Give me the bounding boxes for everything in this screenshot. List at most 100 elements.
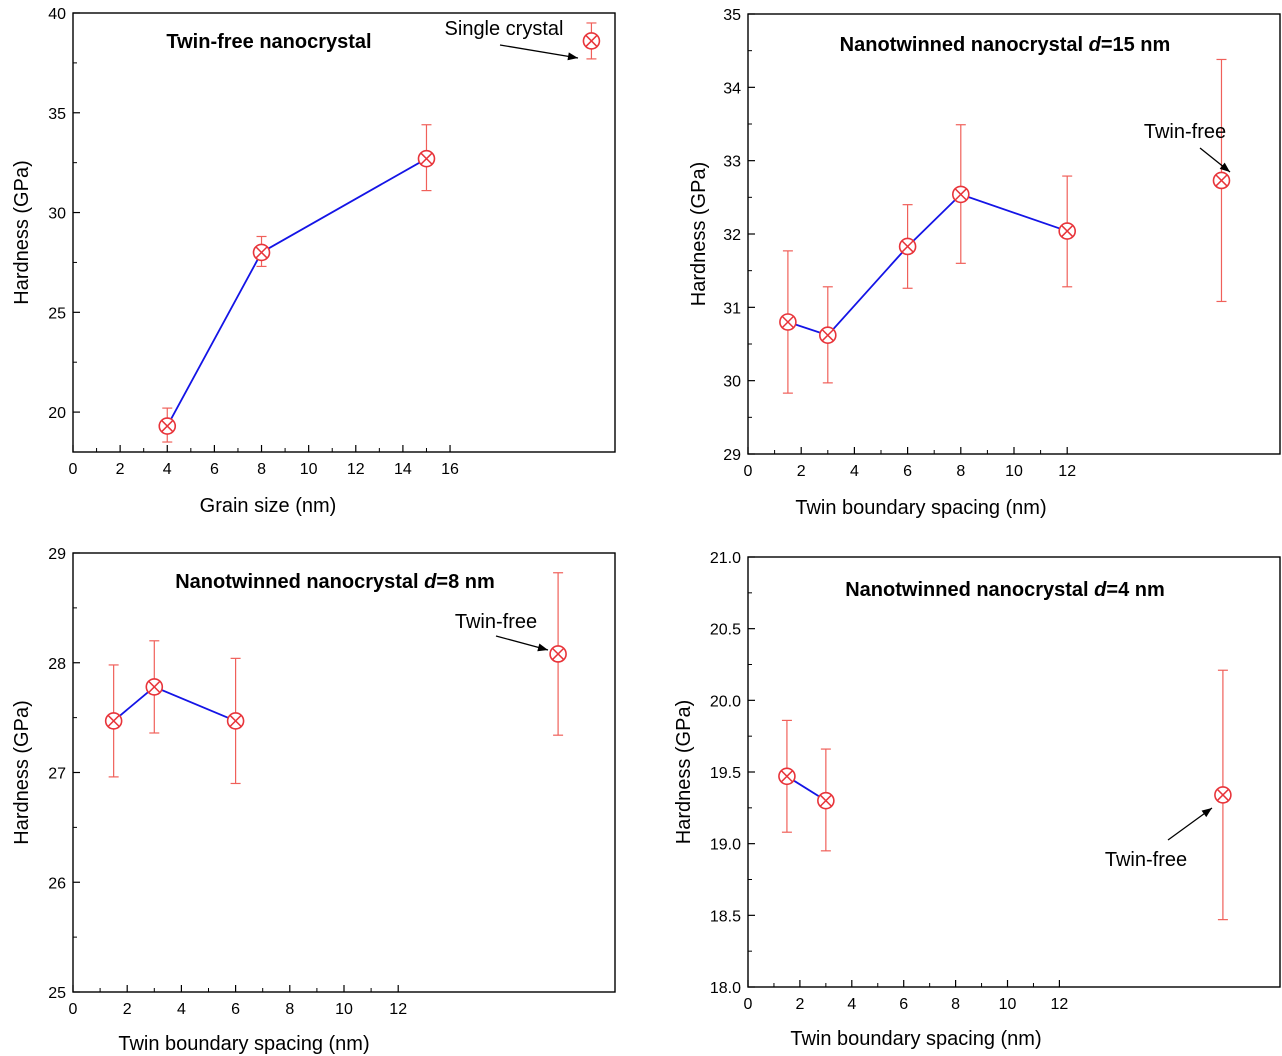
y-tick-label: 25 — [48, 985, 66, 1002]
data-point-cross — [1061, 224, 1074, 238]
plot-frame — [747, 556, 1281, 988]
y-tick-label: 35 — [48, 106, 66, 123]
panel-title-part: Nanotwinned nanocrystal — [840, 34, 1089, 56]
y-tick-label: 30 — [723, 374, 741, 391]
x-tick-label: 4 — [177, 1001, 186, 1018]
series-line — [113, 685, 236, 722]
data-point-cross — [229, 714, 242, 728]
plot-frame — [747, 13, 1281, 455]
y-tick-label: 18.0 — [710, 980, 741, 997]
x-tick-label: 0 — [69, 1001, 78, 1018]
annotation-label: Twin-free — [455, 611, 537, 633]
data-point-cross — [551, 647, 565, 661]
panel-title-part: d — [1094, 579, 1107, 601]
y-tick-label: 26 — [48, 875, 66, 892]
chart-panel-3: 0 2 4 6 8 10 12 25 26 27 28 29 Twin boundary spacing… — [11, 546, 616, 1055]
y-tick-label: 34 — [723, 80, 741, 97]
data-point-cross — [781, 315, 795, 329]
x-tick-label: 8 — [285, 1001, 294, 1018]
y-tick-label: 29 — [723, 447, 741, 464]
annotation-arrow — [499, 44, 579, 59]
y-tick-label: 19.5 — [710, 765, 741, 782]
y-tick-label: 31 — [723, 300, 741, 317]
x-tick-label: 4 — [850, 463, 859, 480]
y-axis-title: Hardness (GPa) — [11, 160, 33, 305]
chart-panel-2: 0 2 4 6 8 10 12 29 30 31 32 33 34 35 Twin boundary spa… — [688, 7, 1281, 519]
y-axis-title: Hardness (GPa) — [11, 700, 33, 845]
annotation-label: Twin-free — [1105, 849, 1187, 871]
x-tick-label: 10 — [999, 996, 1017, 1013]
y-axis-title: Hardness (GPa) — [688, 162, 710, 307]
annotation-arrowhead — [567, 52, 578, 61]
data-point-cross — [954, 188, 967, 201]
panel-title: Nanotwinned nanocrystal d=4 nm — [845, 579, 1165, 601]
x-tick-label: 10 — [1005, 463, 1023, 480]
y-tick-label: 19.0 — [710, 837, 741, 854]
x-tick-label: 14 — [394, 461, 412, 478]
x-tick-label: 6 — [903, 463, 912, 480]
y-tick-label: 33 — [723, 154, 741, 171]
y-tick-label: 25 — [48, 305, 66, 322]
x-tick-label: 12 — [1051, 996, 1069, 1013]
panel-title-part: =8 nm — [436, 571, 494, 593]
x-tick-label: 8 — [951, 996, 960, 1013]
plot-frame — [72, 12, 616, 453]
panel-title: Nanotwinned nanocrystal d=15 nm — [840, 34, 1171, 56]
x-tick-label: 12 — [347, 461, 365, 478]
y-tick-label: 40 — [48, 6, 66, 23]
x-tick-label: 0 — [744, 996, 753, 1013]
y-tick-label: 35 — [723, 7, 741, 24]
series-line — [166, 157, 427, 427]
data-point-cross — [255, 246, 268, 259]
x-tick-label: 8 — [956, 463, 965, 480]
chart-panel-1: 0 2 4 6 8 10 12 14 16 20 25 30 35 40 Grain size (nm) Ha… — [11, 6, 616, 517]
data-point-cross — [1215, 174, 1228, 187]
y-tick-label: 28 — [48, 656, 66, 673]
data-point-cross — [585, 34, 598, 48]
data-point-cross — [1216, 788, 1230, 802]
x-axis-title: Grain size (nm) — [200, 495, 337, 517]
y-tick-label: 20 — [48, 405, 66, 422]
x-tick-label: 2 — [795, 996, 804, 1013]
x-axis-title: Twin boundary spacing (nm) — [790, 1028, 1041, 1050]
x-tick-label: 12 — [389, 1001, 407, 1018]
data-point-cross — [148, 680, 161, 694]
panel-title-part: d — [1089, 34, 1102, 56]
x-tick-label: 2 — [797, 463, 806, 480]
annotation-label: Single crystal — [445, 18, 564, 40]
y-tick-label: 20.5 — [710, 622, 741, 639]
x-tick-label: 6 — [899, 996, 908, 1013]
x-tick-label: 4 — [163, 461, 172, 478]
x-tick-label: 0 — [69, 461, 78, 478]
y-tick-label: 32 — [723, 227, 741, 244]
y-tick-label: 18.5 — [710, 908, 741, 925]
annotation-arrowhead — [1201, 808, 1212, 818]
data-point-cross — [420, 152, 433, 165]
y-tick-label: 20.0 — [710, 693, 741, 710]
annotation-label: Twin-free — [1144, 121, 1226, 143]
data-point-cross — [161, 419, 174, 433]
y-tick-label: 30 — [48, 206, 66, 223]
y-tick-label: 29 — [48, 546, 66, 563]
data-point-cross — [819, 794, 832, 807]
x-axis-title: Twin boundary spacing (nm) — [795, 497, 1046, 519]
x-tick-label: 10 — [300, 461, 318, 478]
panel-title-part: d — [424, 571, 437, 593]
data-point-cross — [901, 240, 914, 253]
data-point-cross — [107, 714, 120, 728]
x-tick-label: 0 — [744, 463, 753, 480]
panel-title: Twin-free nanocrystal — [166, 31, 371, 53]
panel-title-part: Nanotwinned nanocrystal — [175, 571, 424, 593]
x-tick-label: 12 — [1058, 463, 1076, 480]
y-tick-label: 27 — [48, 766, 66, 783]
annotation-arrowhead — [1219, 162, 1230, 172]
panel-title-part: =4 nm — [1106, 579, 1164, 601]
data-point-cross — [821, 329, 834, 342]
series-line — [787, 193, 1068, 337]
x-tick-label: 10 — [335, 1001, 353, 1018]
annotation-arrowhead — [537, 643, 548, 652]
x-tick-label: 2 — [123, 1001, 132, 1018]
x-tick-label: 4 — [847, 996, 856, 1013]
x-tick-label: 6 — [210, 461, 219, 478]
